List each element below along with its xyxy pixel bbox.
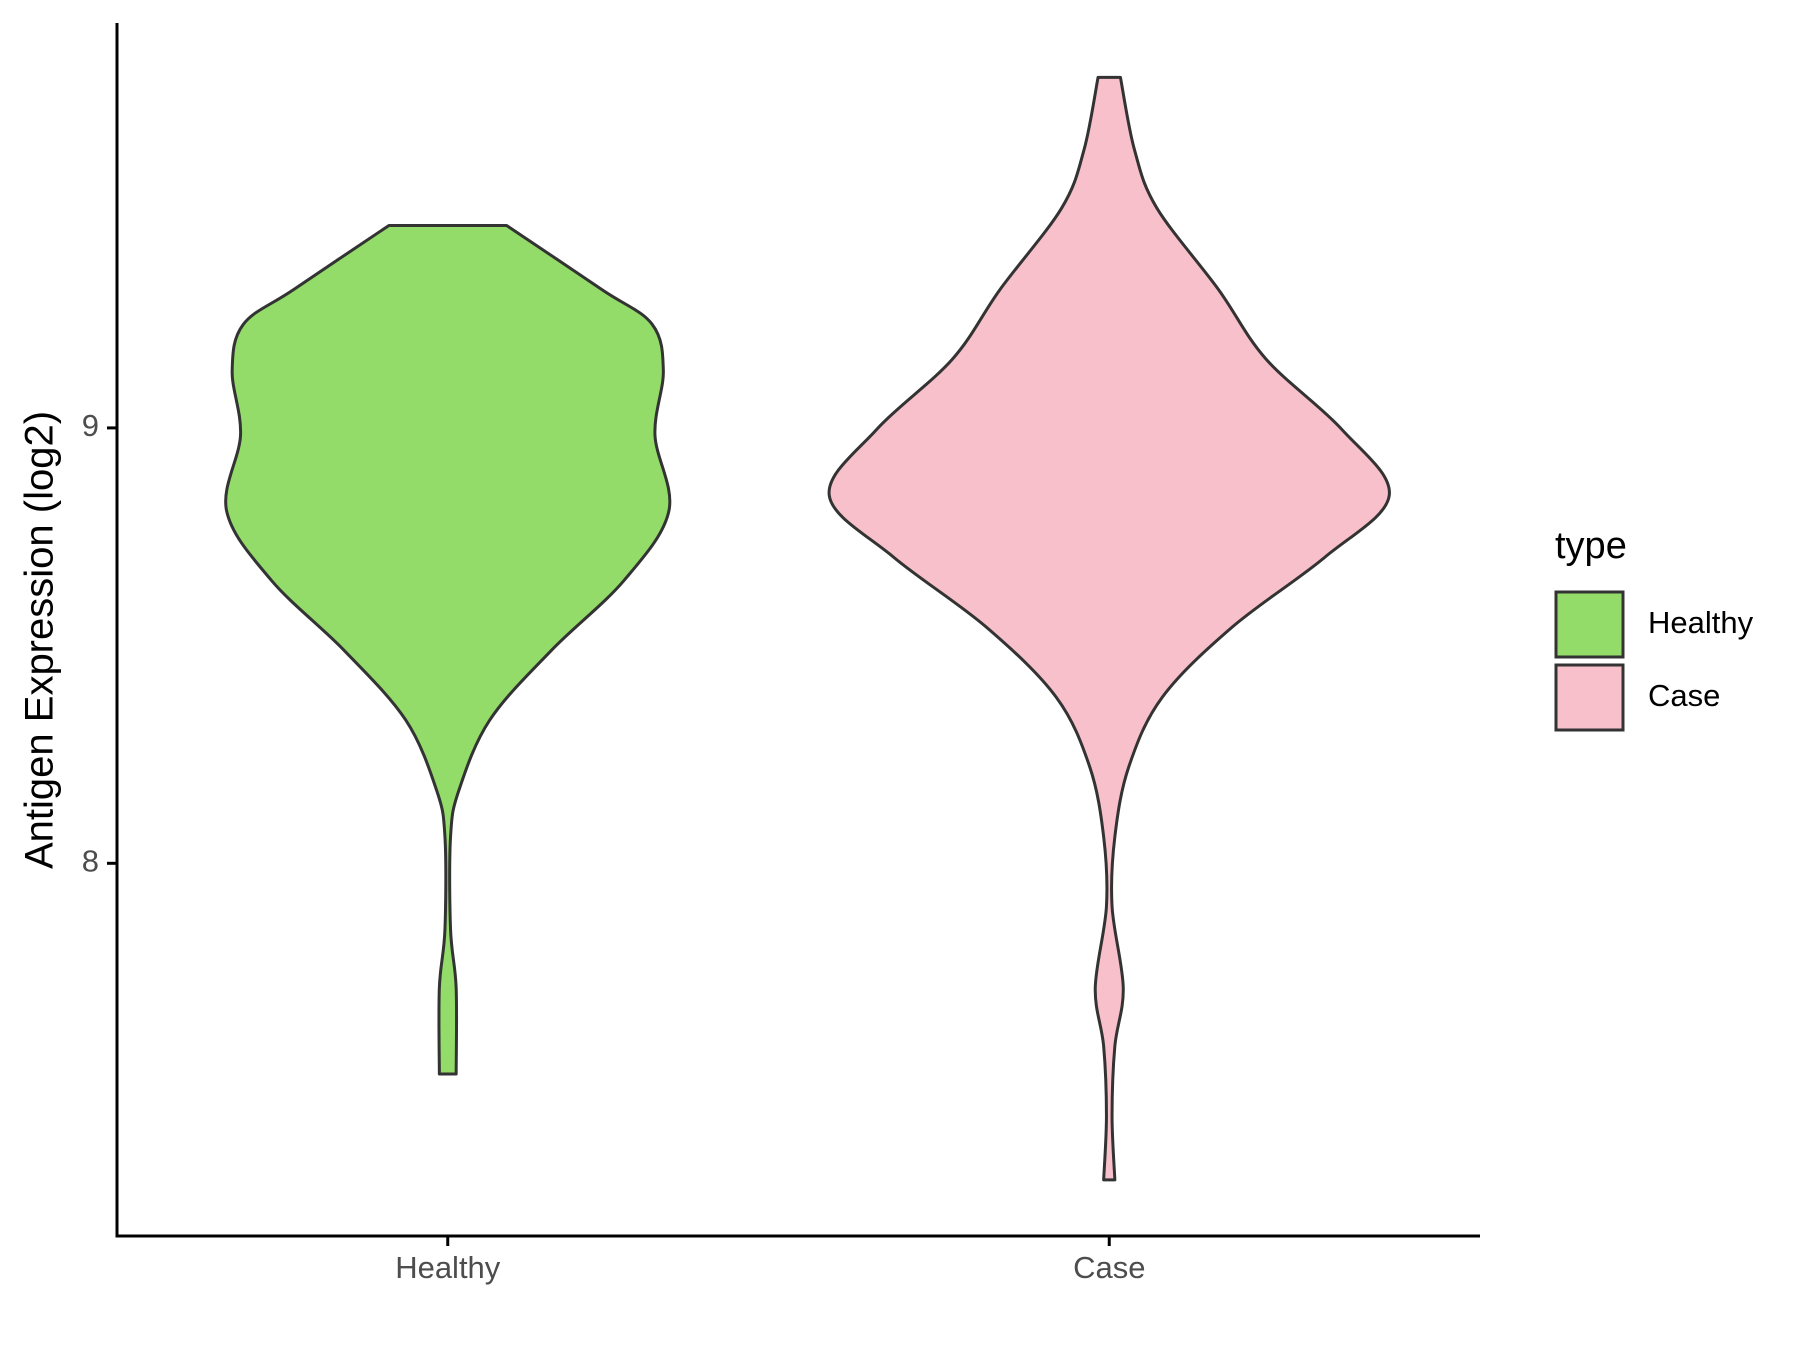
y-axis-label: Antigen Expression (log2) [18, 411, 62, 869]
legend-swatch [1554, 663, 1625, 732]
legend-swatch [1554, 590, 1625, 659]
legend-title: type [1555, 525, 1627, 567]
legend-label: Healthy [1648, 605, 1754, 640]
legend-label: Case [1648, 678, 1720, 713]
y-tick-label: 8 [82, 843, 99, 878]
x-tick-label: Case [1073, 1250, 1145, 1285]
x-tick-label: Healthy [395, 1250, 501, 1285]
y-tick-label: 9 [82, 408, 99, 443]
violin [827, 75, 1391, 1182]
violin [224, 223, 672, 1076]
